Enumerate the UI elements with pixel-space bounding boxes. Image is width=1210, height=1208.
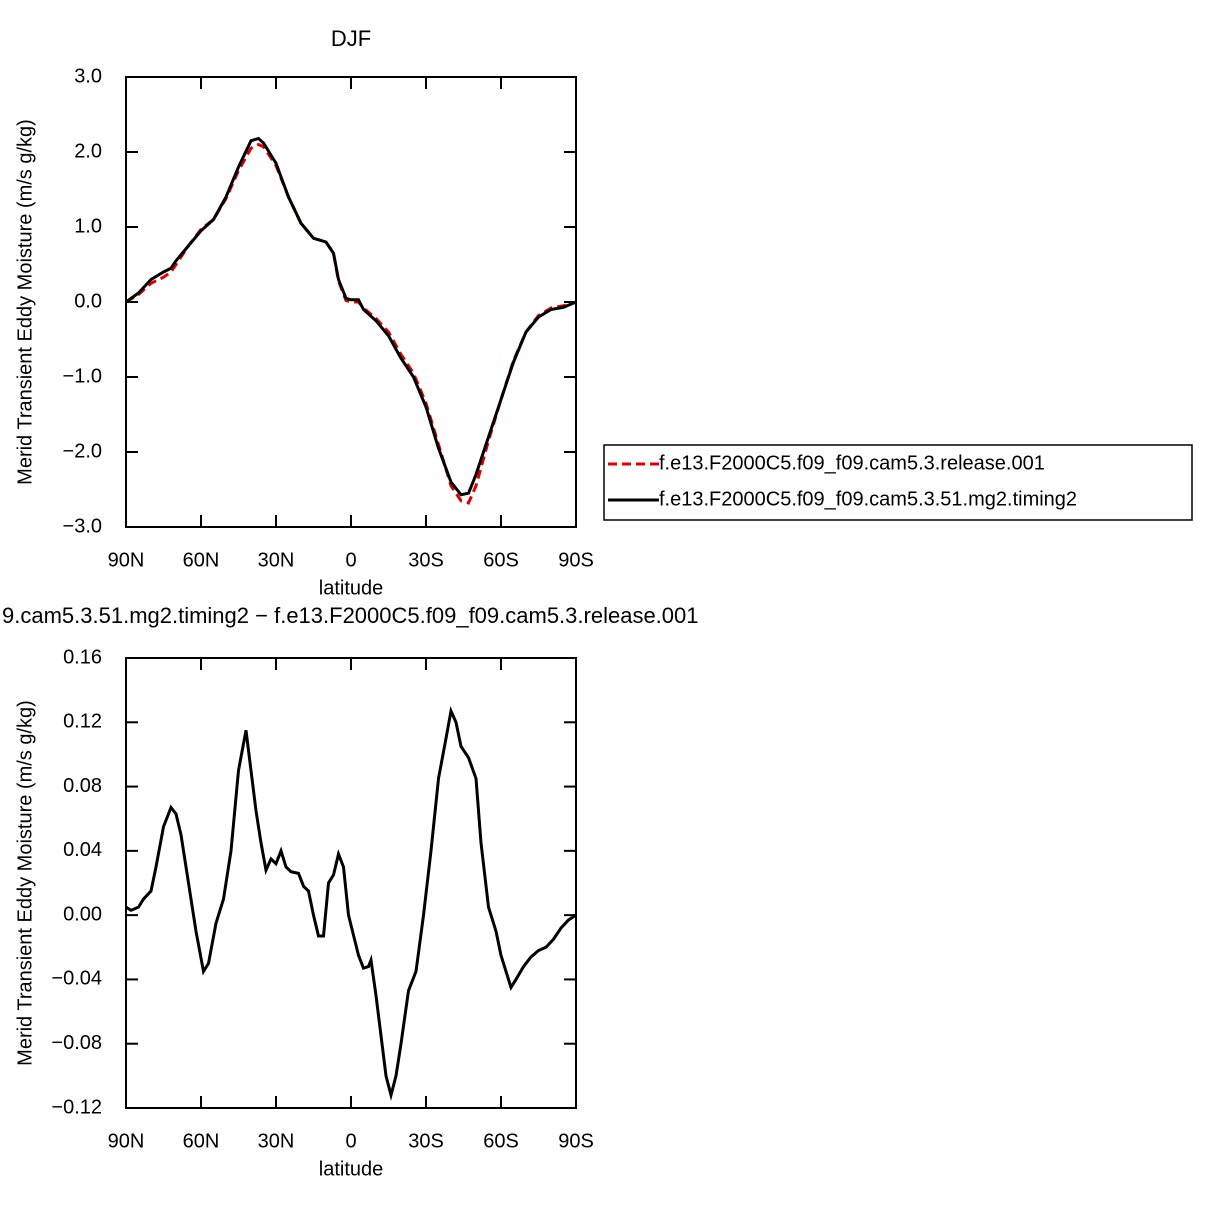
y-tick-label: 0.00	[63, 903, 102, 925]
x-tick-label: 90N	[108, 1130, 145, 1152]
y-tick-label: 3.0	[74, 65, 102, 87]
y-tick-label: 0.08	[63, 775, 102, 797]
data-line	[125, 136, 577, 497]
y-tick-label: 1.0	[74, 215, 102, 237]
y-tick-label: 0.0	[74, 290, 102, 312]
plot-frame	[125, 657, 577, 1109]
x-axis-label: latitude	[319, 577, 384, 599]
x-tick-label: 30S	[408, 1130, 444, 1152]
legend-box	[603, 444, 1193, 521]
y-tick-label: 2.0	[74, 140, 102, 162]
plot-frame	[125, 76, 577, 528]
y-tick-label: −0.08	[51, 1032, 102, 1054]
y-tick-label: 0.16	[63, 646, 102, 668]
data-line	[125, 705, 577, 1102]
legend-label: f.e13.F2000C5.f09_f09.cam5.3.51.mg2.timi…	[659, 488, 1077, 510]
y-tick-label: −0.12	[51, 1096, 102, 1118]
x-tick-label: 60S	[483, 1130, 519, 1152]
x-tick-label: 30N	[258, 1130, 295, 1152]
x-axis-label: latitude	[319, 1158, 384, 1180]
y-tick-label: 0.12	[63, 711, 102, 733]
x-tick-label: 30S	[408, 549, 444, 571]
data-line	[125, 142, 577, 505]
x-tick-label: 60N	[183, 1130, 220, 1152]
y-axis-label: Merid Transient Eddy Moisture (m/s g/kg)	[14, 700, 36, 1066]
y-tick-label: 0.04	[63, 839, 102, 861]
x-tick-label: 90N	[108, 549, 145, 571]
y-tick-label: −3.0	[63, 515, 102, 537]
legend-label: f.e13.F2000C5.f09_f09.cam5.3.release.001	[659, 452, 1045, 474]
x-tick-label: 60S	[483, 549, 519, 571]
x-tick-label: 60N	[183, 549, 220, 571]
x-tick-label: 90S	[558, 1130, 594, 1152]
y-tick-label: −1.0	[63, 365, 102, 387]
x-tick-label: 0	[345, 1130, 356, 1152]
chart-title: DJF	[331, 26, 371, 51]
y-tick-label: −0.04	[51, 968, 102, 990]
chart-title: 9.cam5.3.51.mg2.timing2 − f.e13.F2000C5.…	[2, 603, 699, 628]
x-tick-label: 30N	[258, 549, 295, 571]
x-tick-label: 0	[345, 549, 356, 571]
y-axis-label: Merid Transient Eddy Moisture (m/s g/kg)	[14, 119, 36, 485]
x-tick-label: 90S	[558, 549, 594, 571]
y-tick-label: −2.0	[63, 440, 102, 462]
